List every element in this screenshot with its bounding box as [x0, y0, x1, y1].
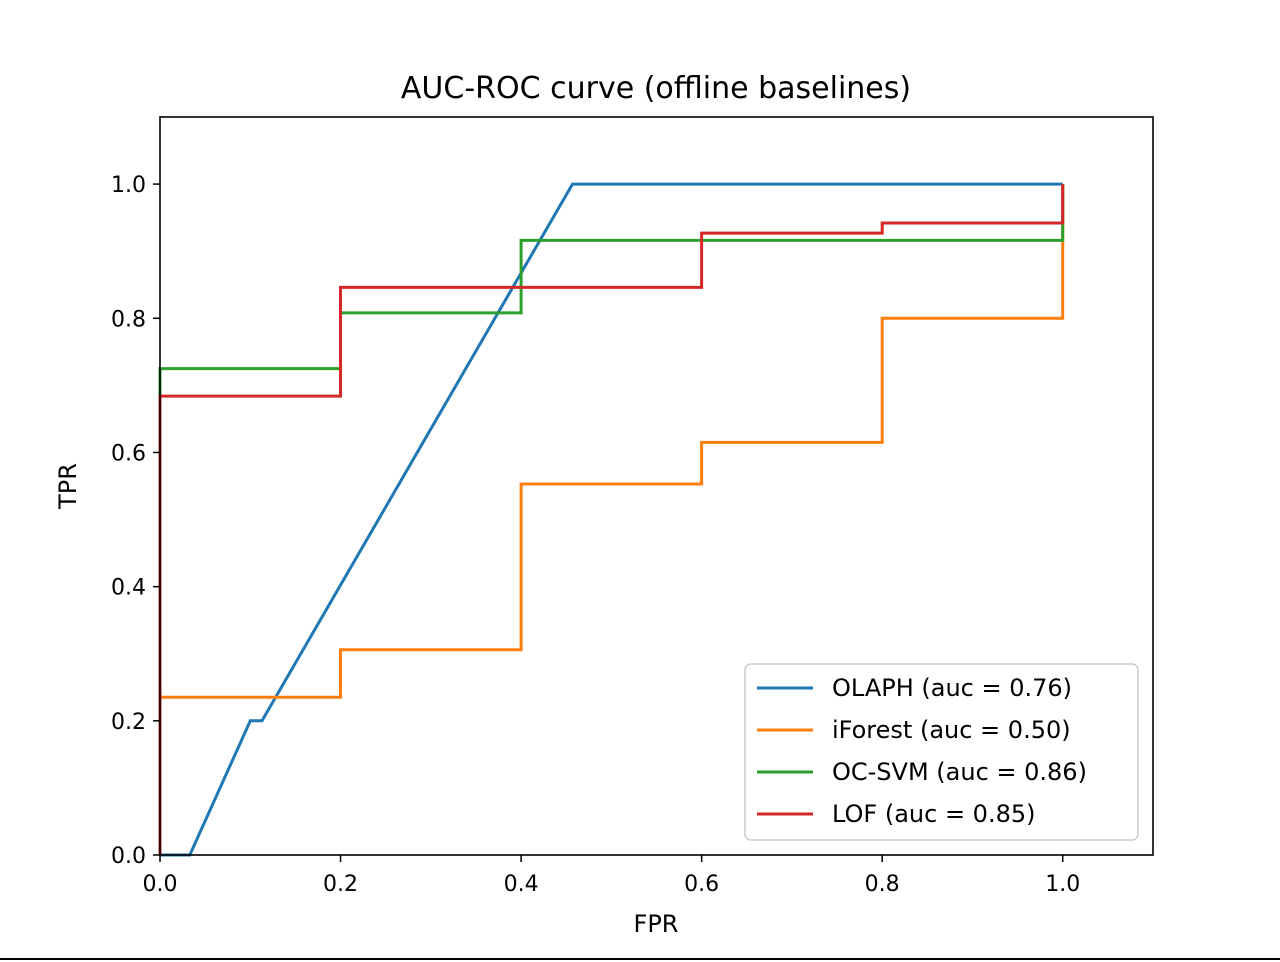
x-tick-label-2: 0.4 — [504, 872, 539, 897]
x-tick-label-1: 0.2 — [323, 872, 358, 897]
y-tick-label-1: 0.2 — [111, 710, 146, 735]
y-tick-label-5: 1.0 — [111, 173, 146, 198]
y-tick-label-0: 0.0 — [111, 844, 146, 869]
x-tick-label-5: 1.0 — [1045, 872, 1080, 897]
plot-frame — [159, 116, 1154, 856]
legend-label-0: OLAPH (auc = 0.76) — [832, 674, 1072, 702]
x-tick-label-0: 0.0 — [143, 872, 178, 897]
y-axis: 0.0 0.2 0.4 0.6 0.8 1.0 — [111, 173, 160, 869]
series-line-1 — [158, 184, 1065, 855]
legend-label-3: LOF (auc = 0.85) — [832, 800, 1035, 828]
x-tick-label-3: 0.6 — [684, 872, 719, 897]
chart-title: AUC-ROC curve (offline baselines) — [401, 71, 911, 106]
legend-box — [744, 663, 1139, 841]
bottom-border — [0, 958, 1280, 960]
y-axis-label: TPR — [54, 463, 82, 510]
legend-label-2: OC-SVM (auc = 0.86) — [832, 758, 1087, 786]
legend: OLAPH (auc = 0.76) iForest (auc = 0.50) OC… — [744, 663, 1139, 841]
y-tick-label-3: 0.6 — [111, 441, 146, 466]
y-tick-label-2: 0.4 — [111, 576, 146, 601]
x-axis-label: FPR — [634, 910, 679, 938]
series-line-2 — [158, 184, 1065, 855]
legend-label-1: iForest (auc = 0.50) — [832, 716, 1071, 744]
x-tick-label-4: 0.8 — [865, 872, 900, 897]
y-tick-label-4: 0.8 — [111, 307, 146, 332]
x-axis: 0.0 0.2 0.4 0.6 0.8 1.0 — [143, 855, 1080, 897]
series-line-3 — [158, 184, 1065, 855]
